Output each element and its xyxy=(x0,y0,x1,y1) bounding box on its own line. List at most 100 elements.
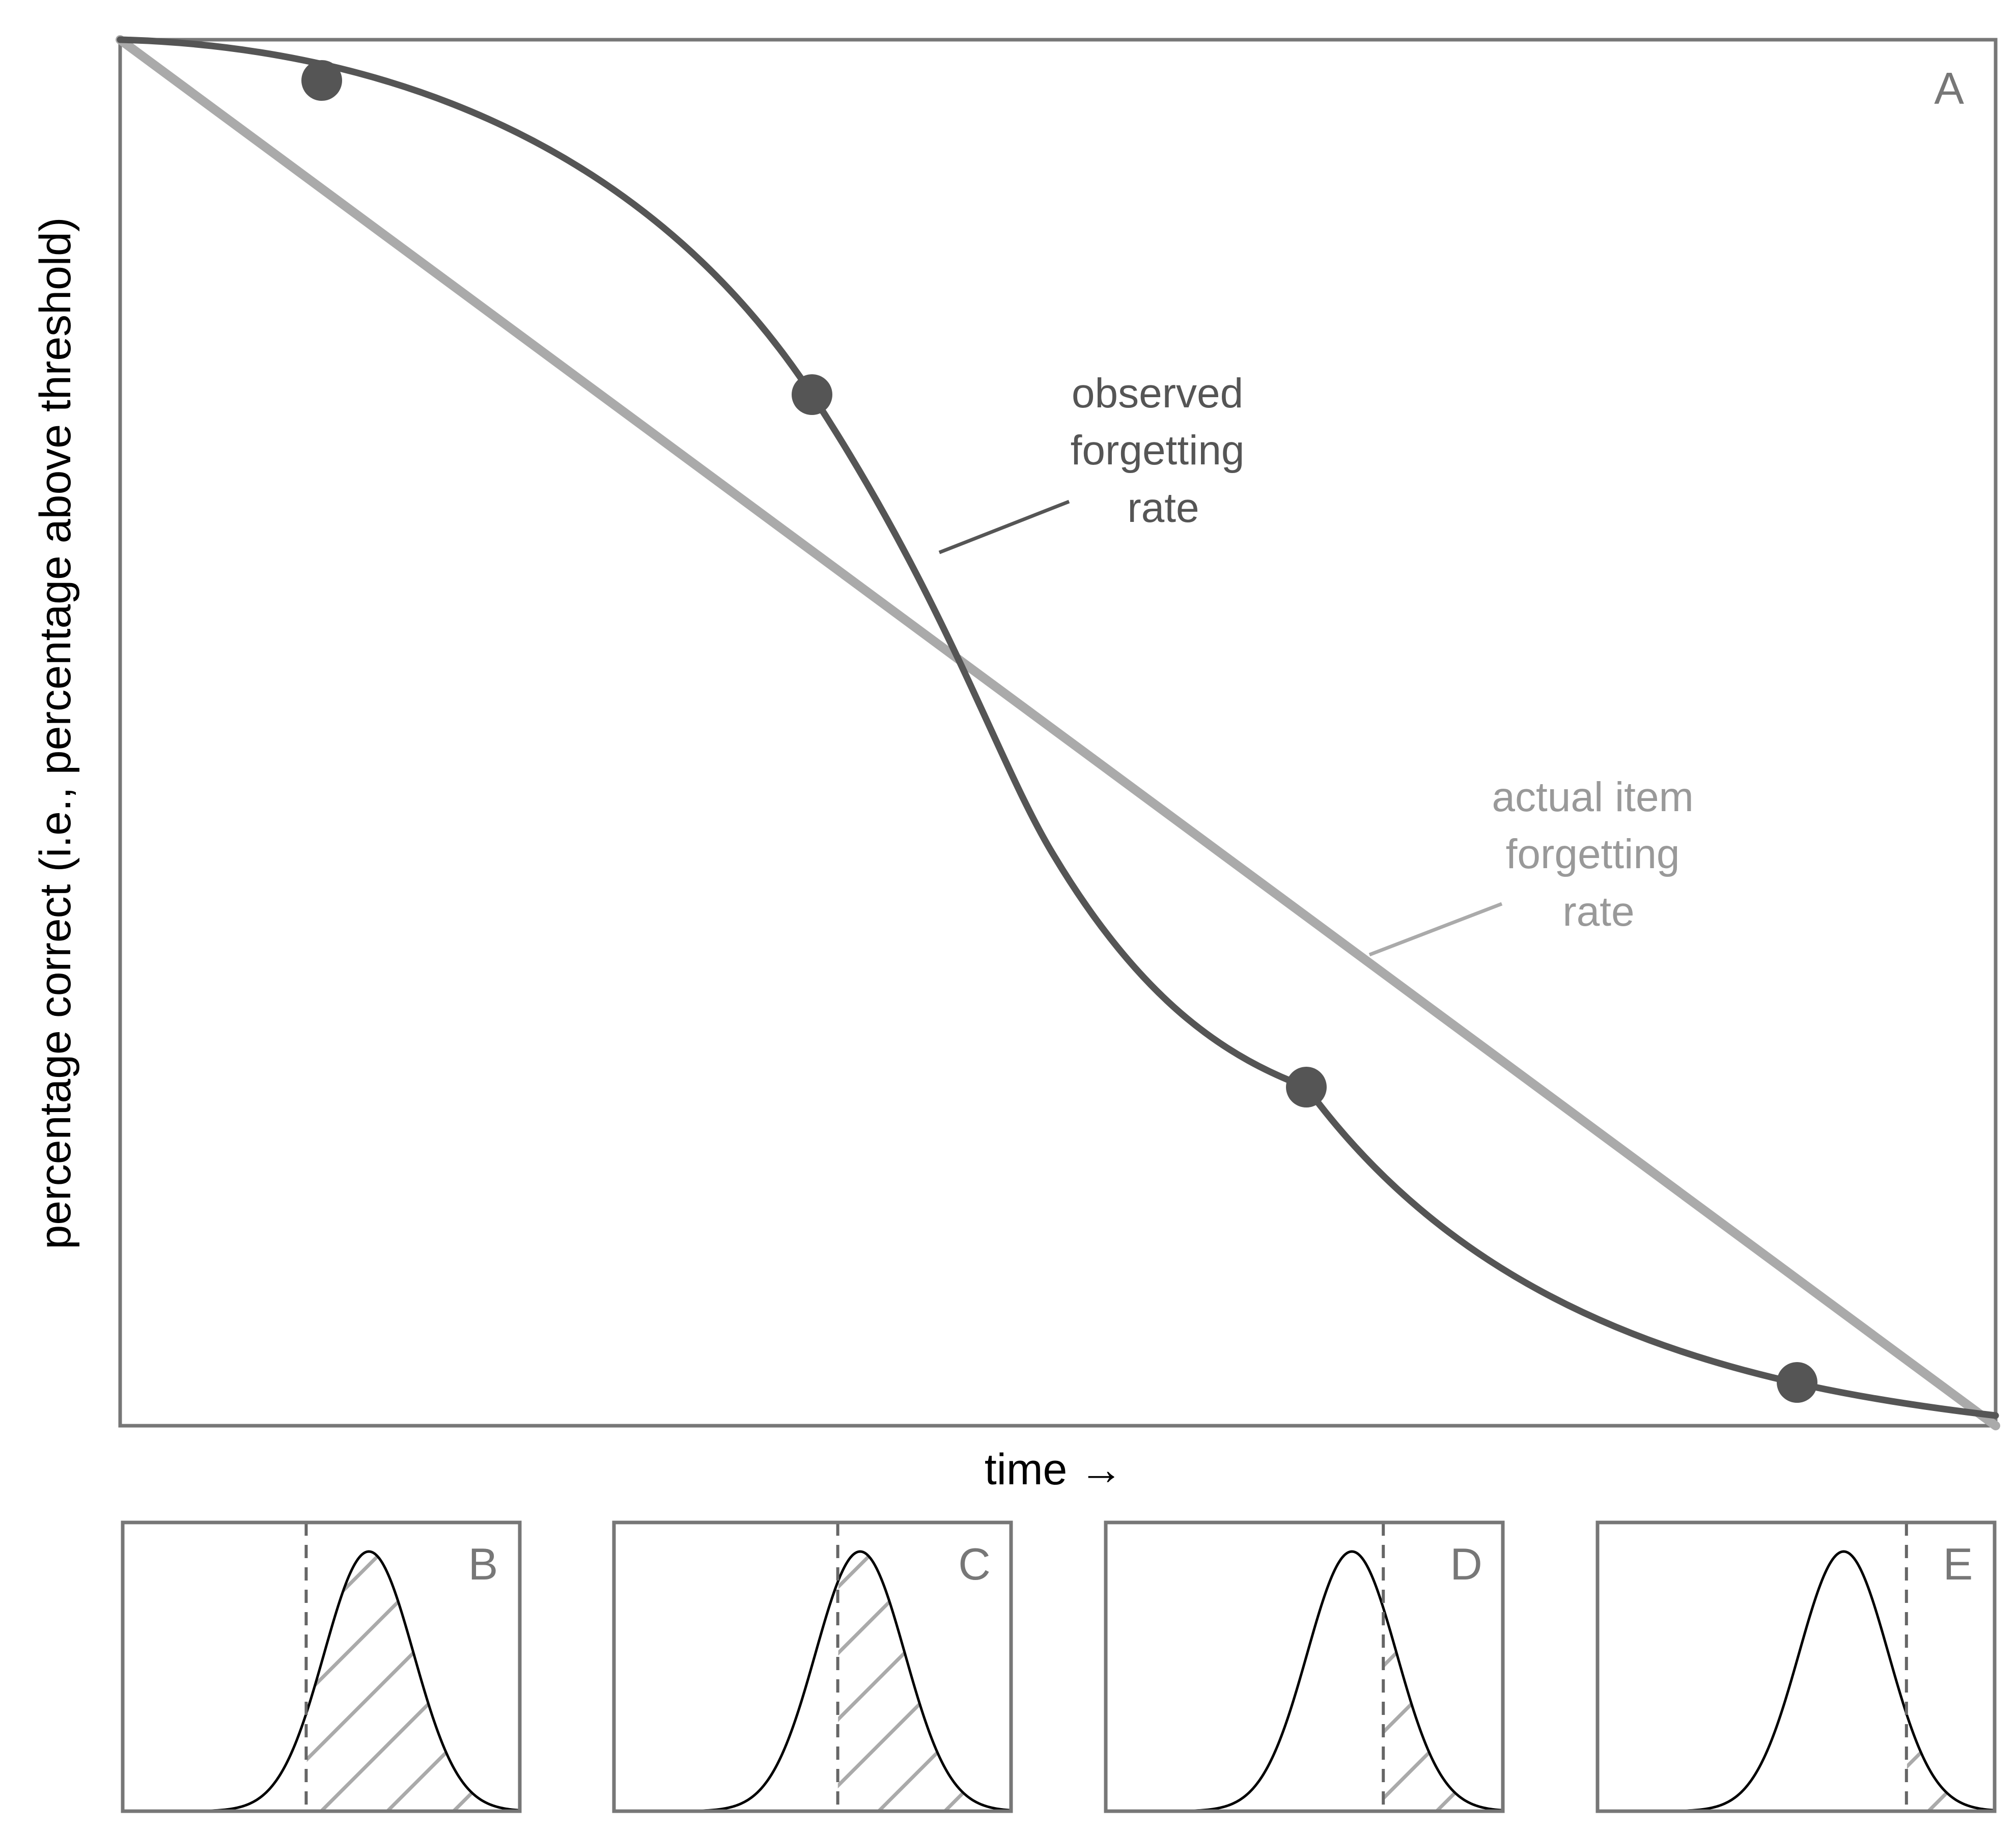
actual-label-leader xyxy=(1368,902,1503,957)
hatch-line xyxy=(1077,1526,1362,1811)
hatch-line xyxy=(851,1526,1136,1811)
hatch-line xyxy=(1993,1717,1995,1811)
hatch-line xyxy=(576,1526,861,1811)
hatch-line xyxy=(1739,1526,2016,1811)
small-panel-frame xyxy=(612,1520,1013,1813)
observed-data-point xyxy=(301,60,342,101)
hatch-line xyxy=(1276,1526,1561,1811)
panel-letter-c: C xyxy=(958,1539,991,1589)
hatch-line xyxy=(0,1526,209,1811)
hatch-line xyxy=(1143,1526,1429,1811)
hatch-line xyxy=(306,1551,409,1811)
hatch-line xyxy=(1049,1526,1334,1811)
hatch-line xyxy=(1673,1526,1958,1811)
hatch-line xyxy=(1474,1526,1759,1811)
hatch-line xyxy=(1383,1609,1503,1811)
actual-label-line-2: forgetting xyxy=(1506,831,1680,877)
hatch-line xyxy=(1635,1526,1920,1811)
hatch-line xyxy=(85,1526,370,1811)
observed-forgetting-curve-line xyxy=(117,36,1999,1419)
hatch-line xyxy=(1200,1526,1486,1811)
x-axis-label: time → xyxy=(985,1445,1123,1494)
hatch-line xyxy=(0,1526,77,1811)
hatch-line xyxy=(1002,1526,1287,1811)
hatch-line xyxy=(548,1526,833,1811)
hatch-line xyxy=(0,1526,237,1811)
panel-letter-e: E xyxy=(1943,1539,1973,1589)
hatch-line xyxy=(1267,1526,1552,1811)
observed-label-line-3: rate xyxy=(1127,485,1199,531)
panel-letter-a: A xyxy=(1934,63,1964,114)
hatch-line xyxy=(1465,1526,1750,1811)
hatch-line xyxy=(1966,1526,2016,1811)
hatch-line xyxy=(973,1526,1258,1811)
hatch-line xyxy=(1040,1526,1325,1811)
hatch-line xyxy=(983,1526,1268,1811)
gaussian-curve xyxy=(614,1550,1012,1813)
hatch-line xyxy=(518,1551,520,1811)
hatch-line xyxy=(18,1526,303,1811)
gaussian-curve xyxy=(1106,1550,1503,1813)
hatch-line xyxy=(785,1526,1070,1811)
hatch-line xyxy=(510,1526,795,1811)
hatch-line xyxy=(217,1526,502,1811)
small-panel-e: E xyxy=(1002,1520,1997,1813)
hatch-line xyxy=(482,1526,767,1811)
hatch-line xyxy=(1906,1717,1995,1811)
panel-letter-d: D xyxy=(1450,1539,1482,1589)
hatch-line xyxy=(1598,1526,1883,1811)
hatch-line xyxy=(1399,1526,1684,1811)
hatch-line xyxy=(709,1526,994,1811)
hatch-line xyxy=(1607,1526,1892,1811)
observed-label-leader xyxy=(938,500,1070,555)
observed-label: observed forgetting rate xyxy=(1071,370,1256,531)
gaussian-curve xyxy=(1598,1550,1995,1813)
actual-forgetting-line xyxy=(116,35,2000,1430)
small-panel-d: D xyxy=(510,1520,2016,1813)
hatch-line xyxy=(775,1526,1060,1811)
hatch-line xyxy=(283,1526,568,1811)
hatch-line xyxy=(586,1526,871,1811)
hatch-line xyxy=(1541,1526,1826,1811)
panel-letter-b: B xyxy=(468,1539,498,1589)
hatch-line xyxy=(1068,1526,1353,1811)
hatch-line xyxy=(877,1551,1011,1811)
hatch-line xyxy=(837,1551,901,1811)
actual-label-line-3: rate xyxy=(1562,889,1634,935)
hatch-line xyxy=(386,1551,520,1811)
gaussian-curve xyxy=(123,1550,520,1813)
observed-data-point xyxy=(792,374,832,415)
hatch-line xyxy=(306,1551,343,1811)
y-axis-label: percentage correct (i.e., percentage abo… xyxy=(31,217,80,1250)
hatch-line xyxy=(1501,1609,1503,1811)
hatch-line xyxy=(907,1526,1192,1811)
hatch-line xyxy=(151,1526,436,1811)
hatch-line xyxy=(1383,1609,1392,1811)
hatch-line xyxy=(642,1526,928,1811)
small-panel-c: C xyxy=(0,1520,2016,1813)
hatch-line xyxy=(415,1526,701,1811)
hatch-area xyxy=(0,1526,2016,1811)
small-panel-frame xyxy=(1104,1520,1505,1813)
hatch-line xyxy=(1383,1609,1503,1811)
hatch-line xyxy=(1569,1526,1854,1811)
observed-label-line-1: observed xyxy=(1072,370,1243,417)
hatch-line xyxy=(1531,1526,1816,1811)
hatch-line xyxy=(1134,1526,1419,1811)
actual-label-line-1: actual item xyxy=(1492,774,1694,820)
hatch-line xyxy=(652,1526,937,1811)
main-panel-frame xyxy=(118,38,1998,1428)
small-panel-frame xyxy=(121,1520,522,1813)
hatch-line xyxy=(1248,1526,1533,1811)
observed-data-point xyxy=(1286,1067,1327,1107)
hatch-line xyxy=(1805,1526,2016,1811)
hatch-line xyxy=(1182,1526,1467,1811)
small-panels: B C D E xyxy=(0,1520,2016,1813)
hatch-line xyxy=(1010,1551,1011,1811)
hatch-line xyxy=(1380,1526,1665,1811)
observed-forgetting-curve xyxy=(120,40,1306,1109)
hatch-line xyxy=(0,1526,11,1811)
observed-label-line-2: forgetting xyxy=(1071,427,1245,474)
actual-label: actual item forgetting rate xyxy=(1492,774,1705,935)
